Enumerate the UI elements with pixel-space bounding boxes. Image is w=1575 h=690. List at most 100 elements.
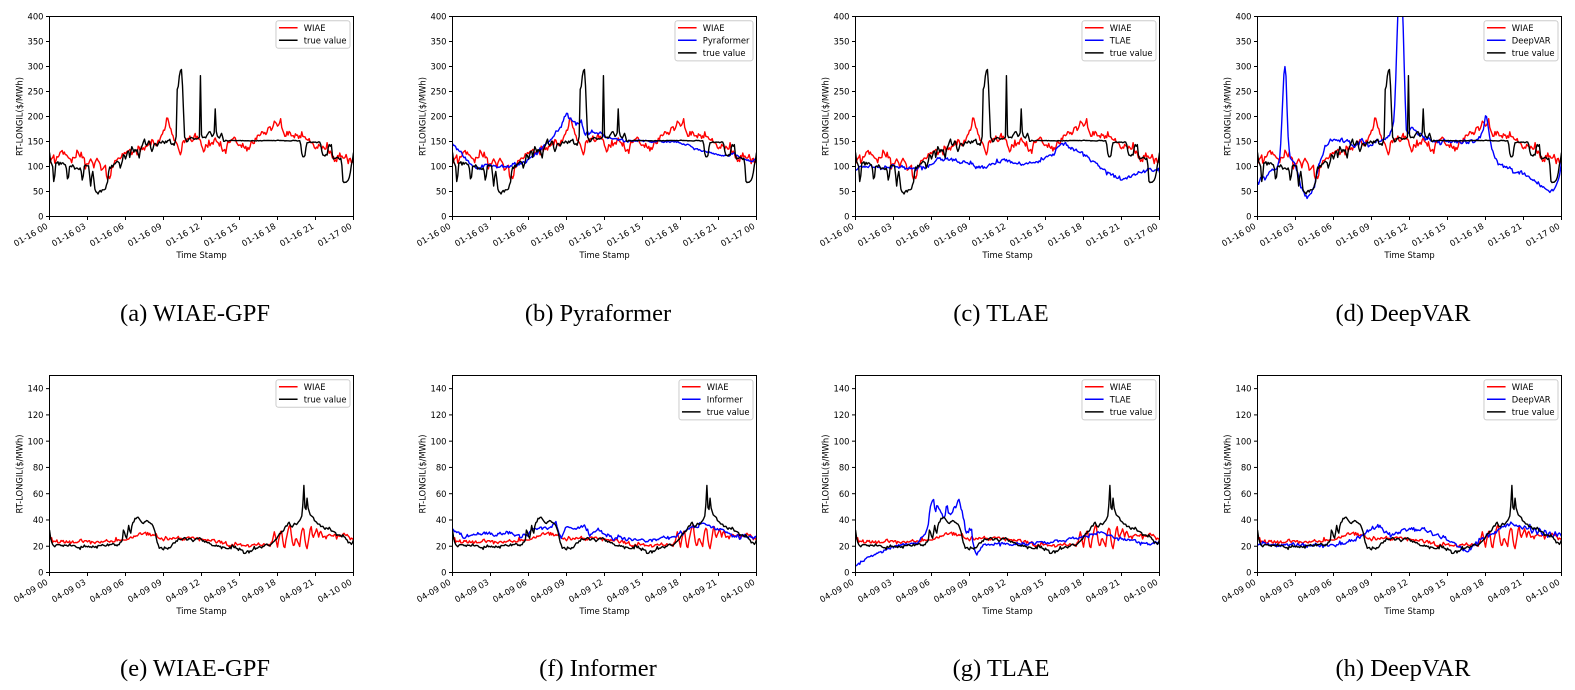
- x-tick-label: 04-09 21: [1084, 577, 1122, 604]
- y-tick-label: 400: [28, 12, 44, 22]
- x-tick-label: 01-17 00: [316, 221, 354, 248]
- y-tick-label: 250: [834, 87, 850, 97]
- subplot-caption-g: (g) TLAE: [952, 655, 1050, 682]
- x-tick-label: 04-09 12: [567, 577, 605, 604]
- y-axis-label: RT-LONGIL($/MWh): [15, 435, 25, 514]
- legend-frame: [678, 379, 754, 421]
- x-tick-label: 01-16 21: [1486, 221, 1524, 248]
- series-line-wiae: [452, 117, 757, 181]
- x-tick-label: 04-10 00: [1122, 577, 1160, 604]
- axes-frame: [1257, 16, 1562, 217]
- y-tick-label: 350: [431, 37, 447, 47]
- x-tick-label: 01-17 00: [1122, 221, 1160, 248]
- y-tick-label: 0: [844, 212, 849, 222]
- subplot-caption-d: (d) DeepVAR: [1335, 300, 1471, 327]
- legend-label: WIAE: [1512, 23, 1534, 33]
- x-tick-label: 01-16 18: [1046, 221, 1084, 248]
- series-line-pyraformer: [452, 112, 757, 171]
- x-tick-label: 04-10 00: [719, 577, 757, 604]
- x-tick-label: 01-16 03: [50, 221, 88, 248]
- x-tick-label: 01-16 00: [1220, 221, 1258, 248]
- axes-frame: [855, 16, 1160, 217]
- x-tick-label: 01-16 12: [1372, 221, 1410, 248]
- y-tick-label: 100: [1236, 162, 1252, 172]
- y-tick-label: 400: [1236, 12, 1252, 22]
- legend: WIAE true value: [275, 20, 351, 49]
- y-tick-label: 300: [431, 62, 447, 72]
- series-line-wiae: [452, 524, 757, 550]
- series-line-true-value: [855, 484, 1160, 555]
- y-tick-label: 80: [839, 463, 850, 473]
- legend-label: true value: [1110, 48, 1153, 58]
- legend-label: WIAE: [1110, 23, 1132, 33]
- y-tick-label: 400: [834, 12, 850, 22]
- subplot-caption-f: (f) Informer: [539, 655, 657, 682]
- axes-frame: [452, 16, 757, 217]
- legend-frame: [674, 20, 754, 62]
- y-axis-label: RT-LONGIL($/MWh): [1223, 435, 1233, 514]
- series-line-true-value: [1257, 484, 1562, 555]
- y-tick-label: 0: [38, 568, 43, 578]
- legend-label: true value: [703, 48, 746, 58]
- y-tick-label: 350: [834, 37, 850, 47]
- legend-frame: [1081, 379, 1157, 421]
- x-tick-label: 01-16 15: [1410, 221, 1448, 248]
- x-tick-label: 04-09 12: [164, 577, 202, 604]
- y-tick-label: 40: [839, 515, 850, 525]
- y-tick-label: 100: [28, 162, 44, 172]
- x-tick-label: 04-09 18: [1046, 577, 1084, 604]
- y-tick-label: 120: [1236, 410, 1252, 420]
- x-tick-label: 04-09 06: [894, 577, 932, 604]
- x-tick-label: 01-16 18: [643, 221, 681, 248]
- y-tick-label: 140: [431, 384, 447, 394]
- y-tick-label: 200: [1236, 112, 1252, 122]
- legend: WIAE TLAE true value: [1081, 20, 1157, 62]
- x-tick-label: 01-16 00: [818, 221, 856, 248]
- x-tick-label: 04-09 18: [1448, 577, 1486, 604]
- series-line-true-value: [49, 484, 354, 555]
- y-tick-label: 250: [28, 87, 44, 97]
- x-tick-label: 04-09 12: [1372, 577, 1410, 604]
- y-tick-label: 20: [33, 541, 44, 551]
- y-axis-label: RT-LONGIL($/MWh): [1223, 77, 1233, 156]
- legend-frame: [1483, 20, 1559, 62]
- x-tick-label: 04-09 09: [529, 577, 567, 604]
- y-tick-label: 300: [28, 62, 44, 72]
- x-tick-label: 01-16 03: [1258, 221, 1296, 248]
- y-tick-label: 150: [28, 137, 44, 147]
- y-tick-label: 250: [1236, 87, 1252, 97]
- x-tick-label: 04-09 06: [491, 577, 529, 604]
- legend-label: WIAE: [703, 23, 725, 33]
- legend-label: true value: [1512, 48, 1555, 58]
- x-tick-label: 01-16 00: [415, 221, 453, 248]
- legend-label: TLAE: [1109, 394, 1131, 404]
- x-tick-label: 04-09 12: [970, 577, 1008, 604]
- series-line-tlae: [855, 141, 1160, 181]
- y-tick-label: 40: [436, 515, 447, 525]
- y-tick-label: 60: [1241, 489, 1252, 499]
- y-tick-label: 100: [1236, 436, 1252, 446]
- x-tick-label: 04-10 00: [316, 577, 354, 604]
- x-axis-label: Time Stamp: [1383, 606, 1434, 616]
- y-axis-label: RT-LONGIL($/MWh): [418, 77, 428, 156]
- legend-label: WIAE: [304, 382, 326, 392]
- series-line-true-value: [452, 68, 757, 195]
- x-tick-label: 04-09 09: [126, 577, 164, 604]
- x-tick-label: 04-09 00: [1220, 577, 1258, 604]
- x-tick-label: 04-09 00: [12, 577, 50, 604]
- y-tick-label: 120: [28, 410, 44, 420]
- x-axis-label: Time Stamp: [981, 250, 1032, 260]
- y-tick-label: 80: [1241, 463, 1252, 473]
- x-tick-label: 01-16 21: [1084, 221, 1122, 248]
- y-axis-label: RT-LONGIL($/MWh): [821, 435, 831, 514]
- x-axis-label: Time Stamp: [1383, 250, 1434, 260]
- y-tick-label: 100: [28, 436, 44, 446]
- x-tick-label: 01-16 15: [605, 221, 643, 248]
- legend-label: true value: [1110, 407, 1153, 417]
- legend-label: Informer: [707, 394, 743, 404]
- y-tick-label: 80: [436, 463, 447, 473]
- subplot-caption-b: (b) Pyraformer: [524, 300, 672, 327]
- y-tick-label: 120: [834, 410, 850, 420]
- axes-frame: [855, 375, 1160, 573]
